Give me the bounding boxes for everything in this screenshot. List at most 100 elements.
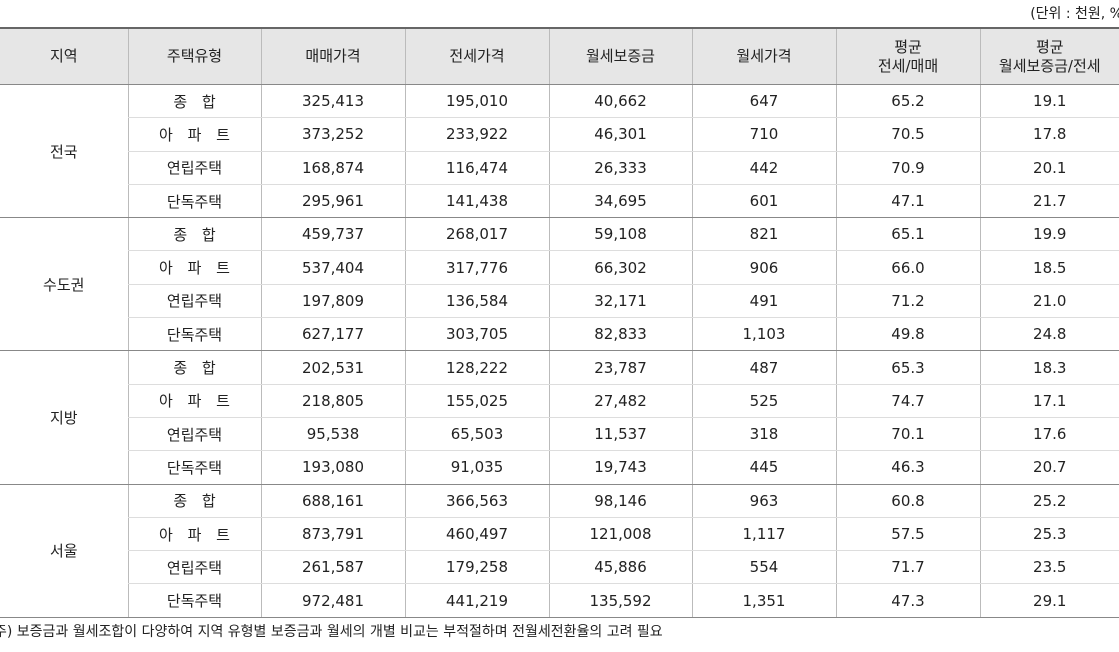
- value-cell: 459,737: [260, 217, 405, 252]
- value-cell: 202,531: [260, 350, 405, 385]
- type-cell: 연립주택: [127, 151, 261, 185]
- value-cell: 17.8: [979, 117, 1119, 152]
- value-cell: 963: [691, 484, 836, 518]
- value-cell: 23,787: [548, 350, 692, 385]
- value-cell: 21.7: [979, 184, 1119, 219]
- header-cell: 매매가격: [260, 27, 405, 85]
- value-cell: 19,743: [548, 450, 692, 485]
- value-cell: 25.2: [979, 484, 1119, 518]
- table-row: 단독주택 295,961 141,438 34,695 601 47.1 21.7: [0, 184, 1119, 219]
- type-cell: 단독주택: [127, 184, 261, 219]
- value-cell: 268,017: [404, 217, 549, 252]
- value-cell: 906: [691, 250, 836, 285]
- value-cell: 554: [691, 550, 836, 585]
- header-cell: 지역: [0, 27, 128, 85]
- value-cell: 21.0: [979, 284, 1119, 319]
- type-cell: 종 합: [127, 84, 261, 119]
- header-row: 지역 주택유형 매매가격 전세가격 월세보증금 월세가격 평균 전세/매매 평균 월세보증금/전세: [0, 27, 1119, 85]
- value-cell: 295,961: [260, 184, 405, 219]
- value-cell: 155,025: [404, 384, 549, 418]
- table-row: 연립주택 168,874 116,474 26,333 442 70.9 20.1: [0, 151, 1119, 185]
- value-cell: 460,497: [404, 517, 549, 552]
- value-cell: 179,258: [404, 550, 549, 585]
- header-cell: 평균 월세보증금/전세: [979, 27, 1119, 85]
- table-row: 연립주택 95,538 65,503 11,537 318 70.1 17.6: [0, 417, 1119, 452]
- value-cell: 47.3: [835, 583, 980, 618]
- value-cell: 710: [691, 117, 836, 152]
- type-cell: 아 파 트: [127, 384, 261, 418]
- table-row: 전국 종 합 325,413 195,010 40,662 647 65.2 19.1: [0, 84, 1119, 219]
- table-row: 지방 종 합 202,531 128,222 23,787 487 65.3 18.3: [0, 350, 1119, 485]
- value-cell: 647: [691, 84, 836, 119]
- table-row: 아 파 트 218,805 155,025 27,482 525 74.7 17.1: [0, 384, 1119, 418]
- value-cell: 11,537: [548, 417, 692, 452]
- value-cell: 441,219: [404, 583, 549, 618]
- value-cell: 128,222: [404, 350, 549, 385]
- value-cell: 71.7: [835, 550, 980, 585]
- value-cell: 45,886: [548, 550, 692, 585]
- value-cell: 19.9: [979, 217, 1119, 252]
- value-cell: 168,874: [260, 151, 405, 185]
- table-row: 아 파 트 873,791 460,497 121,008 1,117 57.5 25.3: [0, 517, 1119, 552]
- value-cell: 325,413: [260, 84, 405, 119]
- type-cell: 연립주택: [127, 550, 261, 585]
- value-cell: 261,587: [260, 550, 405, 585]
- type-cell: 아 파 트: [127, 517, 261, 552]
- value-cell: 193,080: [260, 450, 405, 485]
- value-cell: 303,705: [404, 317, 549, 352]
- value-cell: 601: [691, 184, 836, 219]
- value-cell: 17.1: [979, 384, 1119, 418]
- value-cell: 70.5: [835, 117, 980, 152]
- unit-note: (단위 : 천원, %: [1030, 6, 1119, 22]
- value-cell: 46,301: [548, 117, 692, 152]
- value-cell: 47.1: [835, 184, 980, 219]
- value-cell: 74.7: [835, 384, 980, 418]
- value-cell: 1,351: [691, 583, 836, 618]
- type-cell: 종 합: [127, 484, 261, 518]
- value-cell: 66,302: [548, 250, 692, 285]
- value-cell: 116,474: [404, 151, 549, 185]
- value-cell: 24.8: [979, 317, 1119, 352]
- type-cell: 아 파 트: [127, 250, 261, 285]
- value-cell: 65.3: [835, 350, 980, 385]
- value-cell: 442: [691, 151, 836, 185]
- type-cell: 종 합: [127, 350, 261, 385]
- value-cell: 20.1: [979, 151, 1119, 185]
- value-cell: 20.7: [979, 450, 1119, 485]
- table-row: 단독주택 627,177 303,705 82,833 1,103 49.8 24.8: [0, 317, 1119, 352]
- value-cell: 197,809: [260, 284, 405, 319]
- footnote: 주) 보증금과 월세조합이 다양하여 지역 유형별 보증금과 월세의 개별 비교…: [0, 624, 663, 640]
- table-row: 단독주택 972,481 441,219 135,592 1,351 47.3 29.1: [0, 583, 1119, 618]
- value-cell: 60.8: [835, 484, 980, 518]
- value-cell: 873,791: [260, 517, 405, 552]
- region-cell: 전국: [0, 84, 128, 219]
- header-cell: 평균 전세/매매: [835, 27, 980, 85]
- value-cell: 366,563: [404, 484, 549, 518]
- header-cell: 월세가격: [691, 27, 836, 85]
- value-cell: 65.2: [835, 84, 980, 119]
- type-cell: 단독주택: [127, 583, 261, 618]
- value-cell: 121,008: [548, 517, 692, 552]
- header-line: 평균: [894, 37, 922, 56]
- type-cell: 연립주택: [127, 417, 261, 452]
- value-cell: 1,103: [691, 317, 836, 352]
- value-cell: 25.3: [979, 517, 1119, 552]
- value-cell: 32,171: [548, 284, 692, 319]
- table-row: 연립주택 261,587 179,258 45,886 554 71.7 23.5: [0, 550, 1119, 585]
- table-row: 연립주택 197,809 136,584 32,171 491 71.2 21.0: [0, 284, 1119, 319]
- value-cell: 70.1: [835, 417, 980, 452]
- value-cell: 65,503: [404, 417, 549, 452]
- type-cell: 연립주택: [127, 284, 261, 319]
- header-cell: 전세가격: [404, 27, 549, 85]
- type-cell: 단독주택: [127, 450, 261, 485]
- type-cell: 아 파 트: [127, 117, 261, 152]
- value-cell: 487: [691, 350, 836, 385]
- table-row: 단독주택 193,080 91,035 19,743 445 46.3 20.7: [0, 450, 1119, 485]
- value-cell: 70.9: [835, 151, 980, 185]
- value-cell: 373,252: [260, 117, 405, 152]
- header-line: 월세보증금/전세: [998, 56, 1101, 75]
- value-cell: 27,482: [548, 384, 692, 418]
- price-table: 지역 주택유형 매매가격 전세가격 월세보증금 월세가격 평균 전세/매매 평균 월세보증금/전세…: [0, 27, 1119, 618]
- value-cell: 91,035: [404, 450, 549, 485]
